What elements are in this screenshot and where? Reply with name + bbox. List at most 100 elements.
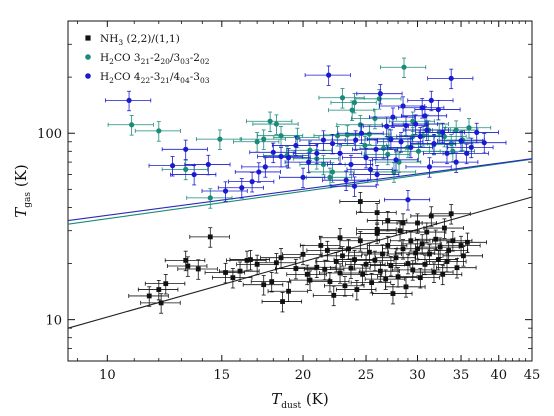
- data-point: [367, 166, 374, 172]
- legend-marker: [85, 54, 91, 60]
- data-point: [262, 164, 268, 170]
- data-point: [314, 264, 320, 270]
- data-point: [185, 263, 191, 269]
- data-point: [374, 210, 380, 216]
- legend-marker: [85, 73, 91, 79]
- data-point: [424, 229, 430, 235]
- data-point: [427, 251, 432, 257]
- data-point: [249, 179, 255, 185]
- data-point: [293, 142, 299, 149]
- data-point: [446, 248, 452, 253]
- data-point: [126, 97, 132, 104]
- data-point: [385, 218, 391, 223]
- data-point: [431, 269, 437, 275]
- x-axis-label: Tdust (K): [271, 390, 329, 411]
- data-point: [304, 271, 310, 277]
- data-point: [274, 260, 279, 266]
- fit-line: [67, 196, 533, 329]
- data-point: [415, 148, 422, 154]
- y-axis-ticks: 10 100: [37, 20, 532, 362]
- data-point: [363, 261, 369, 267]
- data-point: [237, 268, 243, 274]
- data-point: [222, 188, 229, 194]
- data-point: [357, 199, 363, 204]
- data-point: [372, 115, 378, 122]
- data-point: [458, 243, 464, 248]
- data-point: [413, 250, 419, 256]
- data-point: [267, 118, 273, 124]
- data-point: [388, 263, 394, 268]
- data-point: [183, 146, 189, 152]
- data-point: [424, 127, 430, 133]
- data-point: [146, 293, 152, 299]
- data-point: [408, 144, 414, 150]
- data-point: [441, 133, 448, 140]
- fit-lines: [67, 158, 533, 329]
- data-point: [300, 251, 306, 257]
- data-point: [285, 155, 292, 161]
- data-point: [351, 183, 358, 189]
- data-point: [223, 270, 228, 275]
- data-point: [369, 280, 375, 286]
- x-tick-label: 45: [524, 368, 541, 383]
- data-point: [384, 123, 390, 129]
- legend-entry: H2CO 321-220/303-202: [85, 52, 210, 66]
- data-point: [324, 248, 330, 253]
- data-point: [307, 147, 313, 153]
- data-point: [300, 174, 306, 180]
- data-point: [183, 166, 189, 172]
- legend-marker: [85, 35, 91, 41]
- data-point: [372, 257, 378, 263]
- data-point: [401, 64, 407, 70]
- legend: NH3 (2,2)/(1,1) H2CO 321-220/303-202 H2CO …: [85, 33, 210, 85]
- data-point: [333, 259, 339, 264]
- data-point: [244, 257, 250, 263]
- fit-line: [67, 158, 533, 225]
- data-point: [322, 267, 328, 272]
- y-tick-label: 10: [45, 314, 62, 329]
- data-point: [169, 163, 176, 169]
- data-point: [448, 211, 454, 217]
- data-point: [391, 169, 397, 175]
- data-point: [191, 171, 197, 178]
- data-point: [280, 299, 285, 304]
- data-point: [464, 150, 470, 156]
- data-point: [248, 257, 253, 262]
- data-point: [385, 243, 391, 248]
- data-point: [426, 164, 433, 170]
- data-point: [403, 284, 409, 290]
- x-tick-label: 35: [453, 368, 470, 383]
- data-point: [465, 239, 470, 245]
- legend-entry: H2CO 422-321/404-303: [85, 71, 210, 85]
- data-point: [400, 103, 406, 109]
- data-point: [129, 122, 135, 128]
- data-point: [393, 157, 399, 163]
- data-point: [269, 279, 275, 284]
- data-point: [413, 121, 419, 127]
- data-point: [405, 261, 411, 266]
- data-point: [320, 137, 327, 143]
- data-point: [431, 140, 437, 147]
- data-point: [362, 142, 368, 149]
- data-point: [373, 146, 379, 152]
- data-point: [360, 271, 366, 277]
- data-point: [453, 159, 459, 165]
- data-point: [207, 195, 213, 201]
- data-point: [474, 129, 480, 136]
- data-point: [207, 234, 213, 240]
- data-point: [183, 257, 189, 263]
- data-point: [239, 185, 245, 191]
- data-point: [278, 255, 284, 261]
- data-point: [366, 131, 373, 137]
- data-point: [390, 291, 396, 296]
- data-point: [481, 140, 487, 146]
- data-point: [351, 99, 358, 106]
- data-point: [388, 136, 394, 142]
- legend-label: H2CO 422-321/404-303: [100, 71, 210, 85]
- data-point: [390, 114, 396, 120]
- data-point: [329, 140, 336, 147]
- data-point: [326, 72, 332, 78]
- data-point: [377, 268, 383, 274]
- data-point: [385, 151, 391, 157]
